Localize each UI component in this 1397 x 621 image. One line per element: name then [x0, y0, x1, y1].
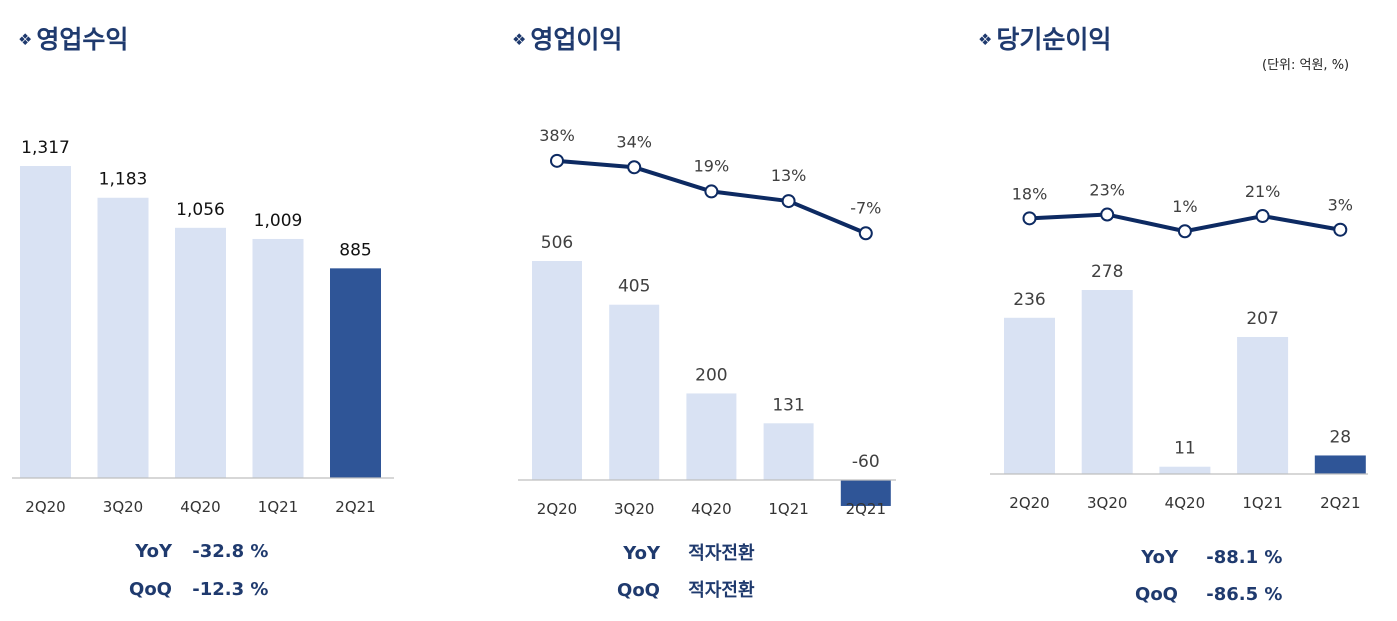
value-label-2Q20: 1,317 [21, 138, 70, 158]
bar-3Q20 [609, 304, 660, 480]
category-label-2Q20: 2Q20 [1009, 494, 1049, 512]
margin-point-2Q20 [550, 153, 564, 168]
value-label-1Q21: 131 [772, 395, 804, 415]
margin-label-1Q21: 21% [1245, 182, 1281, 201]
net-income-title-text: 당기순이익 [996, 25, 1112, 54]
margin-point-2Q21 [1333, 222, 1348, 237]
margin-point-1Q21 [1255, 209, 1270, 224]
operating-profit-yoy: YoY 적자전환 [612, 539, 755, 565]
revenue-title-text: 영업수익 [36, 25, 129, 54]
value-label-2Q21: 885 [339, 240, 371, 260]
operating-profit-title: ❖ 영업이익 [512, 20, 622, 56]
net-income-qoq: QoQ -86.5 % [1130, 584, 1282, 605]
bar-1Q21 [252, 238, 304, 478]
category-label-4Q20: 4Q20 [180, 498, 220, 516]
category-label-2Q20: 2Q20 [25, 498, 65, 516]
net-income-yoy: YoY -88.1 % [1130, 547, 1282, 568]
margin-point-4Q20 [704, 184, 719, 199]
margin-label-2Q20: 38% [539, 126, 575, 145]
value-label-1Q21: 1,009 [254, 211, 303, 231]
value-label-2Q21: -60 [852, 452, 880, 472]
qoq-value: -12.3 % [192, 579, 269, 600]
category-label-1Q21: 1Q21 [1242, 494, 1282, 512]
yoy-label: YoY [623, 543, 660, 564]
value-label-3Q20: 405 [618, 277, 650, 297]
bar-1Q21 [1237, 336, 1289, 474]
value-label-2Q20: 236 [1013, 290, 1045, 310]
bar-1Q21 [763, 423, 814, 480]
margin-label-2Q20: 18% [1012, 184, 1048, 203]
diamond-bullet-icon: ❖ [512, 30, 527, 49]
unit-note: (단위: 억원, %) [1262, 58, 1350, 73]
margin-label-4Q20: 1% [1172, 197, 1197, 216]
bar-2Q21 [840, 480, 891, 506]
yoy-value: 적자전환 [688, 543, 755, 564]
bar-4Q20 [1159, 466, 1211, 474]
bar-2Q20 [20, 166, 71, 479]
category-label-1Q21: 1Q21 [768, 500, 808, 518]
qoq-label: QoQ [617, 580, 660, 601]
margin-point-3Q20 [627, 160, 642, 175]
category-label-2Q20: 2Q20 [537, 500, 577, 518]
bar-2Q20 [532, 261, 582, 480]
value-label-4Q20: 200 [695, 365, 727, 385]
category-label-3Q20: 3Q20 [1087, 494, 1127, 512]
bar-4Q20 [175, 227, 226, 478]
value-label-3Q20: 1,183 [99, 170, 148, 190]
yoy-value: -32.8 % [192, 541, 269, 562]
value-label-2Q20: 506 [541, 233, 573, 253]
yoy-value: -88.1 % [1206, 547, 1283, 568]
margin-label-2Q21: -7% [850, 198, 881, 217]
margin-point-2Q21 [858, 226, 873, 241]
margin-label-2Q21: 3% [1328, 196, 1353, 215]
value-label-3Q20: 278 [1091, 262, 1123, 282]
margin-label-3Q20: 23% [1089, 181, 1125, 200]
qoq-value: 적자전환 [688, 580, 755, 601]
revenue-qoq: QoQ -12.3 % [128, 579, 268, 600]
value-label-4Q20: 1,056 [176, 200, 225, 220]
category-label-3Q20: 3Q20 [614, 500, 654, 518]
category-label-2Q21: 2Q21 [1320, 494, 1360, 512]
margin-point-2Q20 [1022, 211, 1037, 226]
yoy-label: YoY [135, 541, 172, 562]
bar-2Q21 [330, 268, 381, 478]
margin-point-3Q20 [1100, 207, 1115, 222]
bar-2Q21 [1314, 455, 1366, 474]
revenue-title: ❖ 영업수익 [18, 20, 128, 56]
category-label-4Q20: 4Q20 [691, 500, 731, 518]
yoy-label: YoY [1141, 547, 1178, 568]
diamond-bullet-icon: ❖ [978, 30, 993, 49]
category-label-2Q21: 2Q21 [335, 498, 375, 516]
operating-profit-title-text: 영업이익 [530, 25, 623, 54]
revenue-yoy: YoY -32.8 % [128, 541, 268, 562]
category-label-4Q20: 4Q20 [1165, 494, 1205, 512]
qoq-label: QoQ [1135, 584, 1178, 605]
bar-2Q20 [1004, 317, 1055, 474]
margin-label-1Q21: 13% [771, 166, 807, 185]
value-label-4Q20: 11 [1174, 439, 1196, 459]
margin-label-4Q20: 19% [694, 156, 730, 175]
value-label-2Q21: 28 [1329, 427, 1351, 447]
bar-3Q20 [1081, 289, 1133, 474]
bar-4Q20 [686, 393, 737, 480]
qoq-label: QoQ [129, 579, 172, 600]
bar-3Q20 [97, 197, 149, 478]
margin-point-1Q21 [781, 194, 796, 209]
value-label-1Q21: 207 [1246, 309, 1278, 329]
net-income-title: ❖ 당기순이익 [978, 20, 1111, 56]
operating-profit-qoq: QoQ 적자전환 [612, 576, 755, 602]
margin-label-3Q20: 34% [616, 132, 652, 151]
category-label-1Q21: 1Q21 [258, 498, 298, 516]
qoq-value: -86.5 % [1206, 584, 1283, 605]
category-label-3Q20: 3Q20 [103, 498, 143, 516]
margin-point-4Q20 [1177, 224, 1192, 239]
diamond-bullet-icon: ❖ [18, 30, 33, 49]
category-label-2Q21: 2Q21 [846, 500, 886, 518]
